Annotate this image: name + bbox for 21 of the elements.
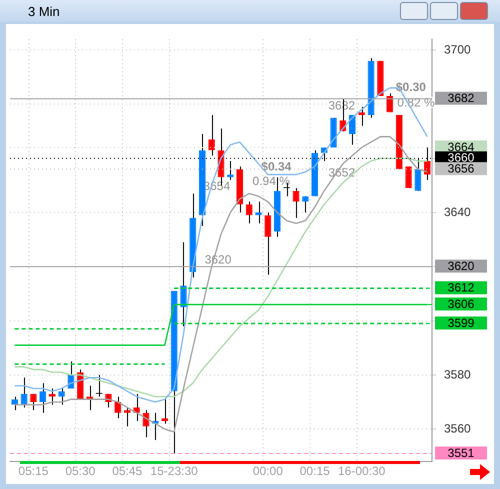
x-tick-label: 00:00 bbox=[252, 464, 284, 478]
x-tick-label: 16-00:30 bbox=[338, 464, 386, 478]
x-tick-label: 15-23:30 bbox=[150, 464, 198, 478]
annotation: $0.30 bbox=[396, 80, 426, 94]
x-tick-label: 05:30 bbox=[65, 464, 96, 478]
y-tick-label: 3580 bbox=[444, 367, 472, 382]
annotation: 0.94 % bbox=[252, 174, 290, 188]
ref-line-label: 3620 bbox=[448, 258, 475, 273]
y-tick-label: 3560 bbox=[444, 421, 472, 436]
x-tick-label: 05:45 bbox=[112, 464, 143, 478]
annotation: $0.34 bbox=[261, 160, 292, 174]
ref-line-label: 3551 bbox=[448, 446, 475, 460]
x-tick-label: 05:15 bbox=[18, 464, 49, 478]
y-tick-label: 3700 bbox=[444, 42, 472, 56]
chart-title: 3 Min bbox=[28, 4, 60, 19]
ref-line-label: 3612 bbox=[448, 280, 475, 295]
ref-line-label: 3682 bbox=[448, 91, 475, 106]
x-tick-label: 00:15 bbox=[300, 464, 330, 478]
y-tick-label: 3640 bbox=[444, 204, 472, 219]
ref-line-label: 3606 bbox=[448, 296, 475, 311]
ref-line-label: 3599 bbox=[448, 316, 475, 330]
